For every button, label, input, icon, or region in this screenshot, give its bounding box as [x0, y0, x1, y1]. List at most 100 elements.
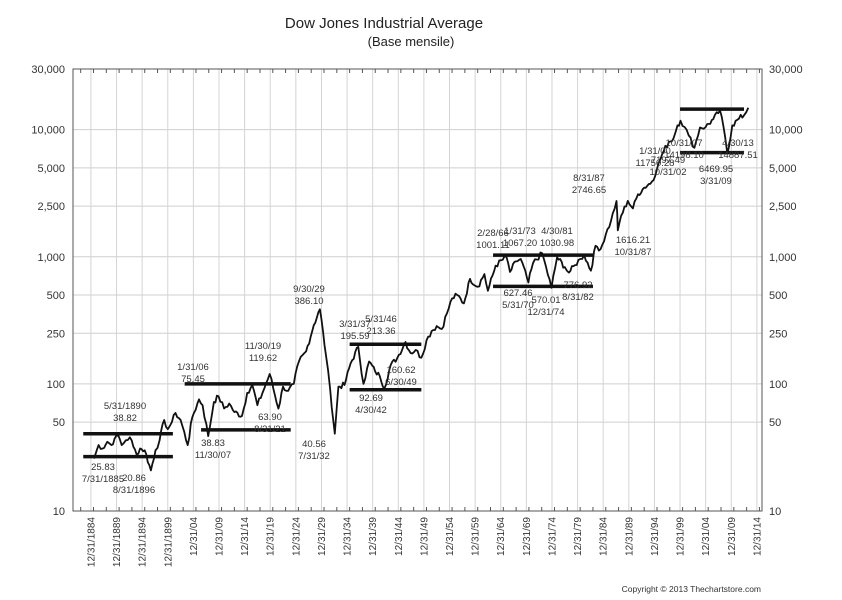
x-tick-label: 12/31/1894 — [138, 517, 149, 567]
x-tick-label: 12/31/1899 — [163, 517, 174, 567]
x-axis-labels: 12/31/1884 12/31/1889 12/31/1894 12/31/1899… — [86, 517, 763, 567]
x-tick-label: 12/31/04 — [701, 517, 712, 556]
chart-subtitle: (Base mensile) — [368, 34, 455, 49]
annotation: 40.567/31/32 — [298, 439, 330, 462]
y-tick-label-left: 2,500 — [37, 201, 65, 213]
x-tick-label: 12/31/94 — [650, 517, 661, 556]
annotation-date: 1/31/00 — [639, 146, 671, 157]
y-axis-right: 30,000 10,000 5,000 2,500 1,000 500 250 100 50 10 — [769, 64, 803, 518]
x-tick-label: 12/31/19 — [266, 517, 277, 556]
annotation-value: 570.01 — [531, 295, 560, 306]
y-tick-label-right: 500 — [769, 290, 787, 302]
x-tick-label: 12/31/34 — [343, 517, 354, 556]
annotation-date: 8/31/21 — [254, 424, 286, 435]
y-tick-label-right: 250 — [769, 328, 787, 340]
annotation-date: 7/31/1885 — [82, 474, 124, 485]
annotation-value: 11750.28 — [636, 158, 675, 169]
annotation: 160.626/30/49 — [385, 365, 417, 388]
y-tick-label-right: 10 — [769, 506, 781, 518]
x-tick-label: 12/31/69 — [522, 517, 533, 556]
x-tick-label: 12/31/49 — [419, 517, 430, 556]
annotation: 776.928/31/82 — [562, 280, 594, 303]
annotation-date: 2/28/66 — [477, 228, 509, 239]
y-tick-label-left: 5,000 — [37, 163, 65, 175]
annotation-value: 14887.51 — [718, 150, 758, 161]
series-line-djia — [93, 107, 750, 472]
y-tick-label-left: 100 — [47, 379, 65, 391]
annotation-date: 8/31/1896 — [113, 485, 155, 496]
x-axis-ticks — [80, 69, 760, 511]
x-tick-label: 12/31/14 — [752, 517, 763, 556]
annotation-date: 12/31/74 — [528, 307, 565, 318]
y-tick-label-left: 10 — [53, 506, 65, 518]
annotation: 627.465/31/70 — [502, 288, 534, 311]
x-tick-label: 12/31/04 — [189, 517, 200, 556]
annotation-date: 5/31/1890 — [104, 401, 146, 412]
x-tick-label: 12/31/99 — [676, 517, 687, 556]
annotation-date: 8/31/82 — [562, 292, 594, 303]
annotation-value: 63.90 — [258, 412, 282, 423]
annotation-date: 8/31/87 — [573, 173, 605, 184]
x-tick-label: 12/31/84 — [599, 517, 610, 556]
annotation-value: 1030.98 — [540, 238, 574, 249]
x-tick-label: 12/31/29 — [317, 517, 328, 556]
y-tick-label-left: 250 — [47, 328, 65, 340]
annotation-value: 119.62 — [249, 353, 277, 364]
x-tick-label: 12/31/54 — [445, 517, 456, 556]
annotation: 63.908/31/21 — [254, 412, 286, 435]
annotation-value: 1001.11 — [476, 240, 510, 251]
annotation-value: 40.56 — [302, 439, 326, 450]
annotation-date: 5/31/70 — [502, 300, 534, 311]
x-tick-label: 12/31/24 — [291, 517, 302, 556]
y-tick-label-right: 100 — [769, 379, 787, 391]
annotation-date: 3/31/09 — [700, 176, 732, 187]
annotation-value: 776.92 — [563, 280, 592, 291]
annotation: 20.868/31/1896 — [113, 473, 155, 496]
annotation-value: 38.83 — [201, 438, 225, 449]
y-tick-label-right: 30,000 — [769, 64, 803, 76]
annotation-value: 195.59 — [340, 331, 369, 342]
annotation-value: 38.82 — [113, 413, 137, 424]
copyright-text: Copyright © 2013 Thechartstore.com — [622, 584, 761, 594]
chart-title: Dow Jones Industrial Average — [285, 15, 483, 32]
annotation-date: 11/30/19 — [245, 341, 281, 352]
annotation-date: 10/31/87 — [615, 247, 652, 258]
y-tick-label-right: 1,000 — [769, 252, 797, 264]
annotation-date: 5/31/46 — [365, 314, 397, 325]
x-tick-label: 12/31/14 — [240, 517, 251, 556]
annotation-date: 3/31/37 — [339, 319, 371, 330]
x-tick-label: 12/31/74 — [547, 517, 558, 556]
annotation: 92.694/30/42 — [355, 393, 387, 416]
annotation: 6469.953/31/09 — [699, 164, 733, 187]
grid-lines — [73, 69, 762, 511]
x-tick-label: 12/31/09 — [727, 517, 738, 556]
plot-frame — [72, 68, 763, 512]
x-tick-label: 12/31/1889 — [112, 517, 123, 567]
x-tick-label: 12/31/09 — [214, 517, 225, 556]
y-tick-label-right: 10,000 — [769, 125, 803, 137]
annotation-value: 160.62 — [386, 365, 415, 376]
annotation-date: 4/30/13 — [722, 138, 754, 149]
y-tick-label-right: 2,500 — [769, 201, 797, 213]
y-tick-label-left: 500 — [47, 290, 65, 302]
x-tick-label: 12/31/59 — [471, 517, 482, 556]
x-tick-label: 12/31/1884 — [86, 517, 97, 567]
x-tick-label: 12/31/64 — [496, 517, 507, 556]
y-axis-left: 30,000 10,000 5,000 2,500 1,000 500 250 100 50 10 — [31, 64, 65, 518]
y-tick-label-left: 10,000 — [31, 125, 65, 137]
annotation-date: 10/31/02 — [650, 167, 687, 178]
annotation-value: 20.86 — [122, 473, 146, 484]
annotation-value: 14198.10 — [664, 150, 704, 161]
x-tick-label: 12/31/89 — [624, 517, 635, 556]
